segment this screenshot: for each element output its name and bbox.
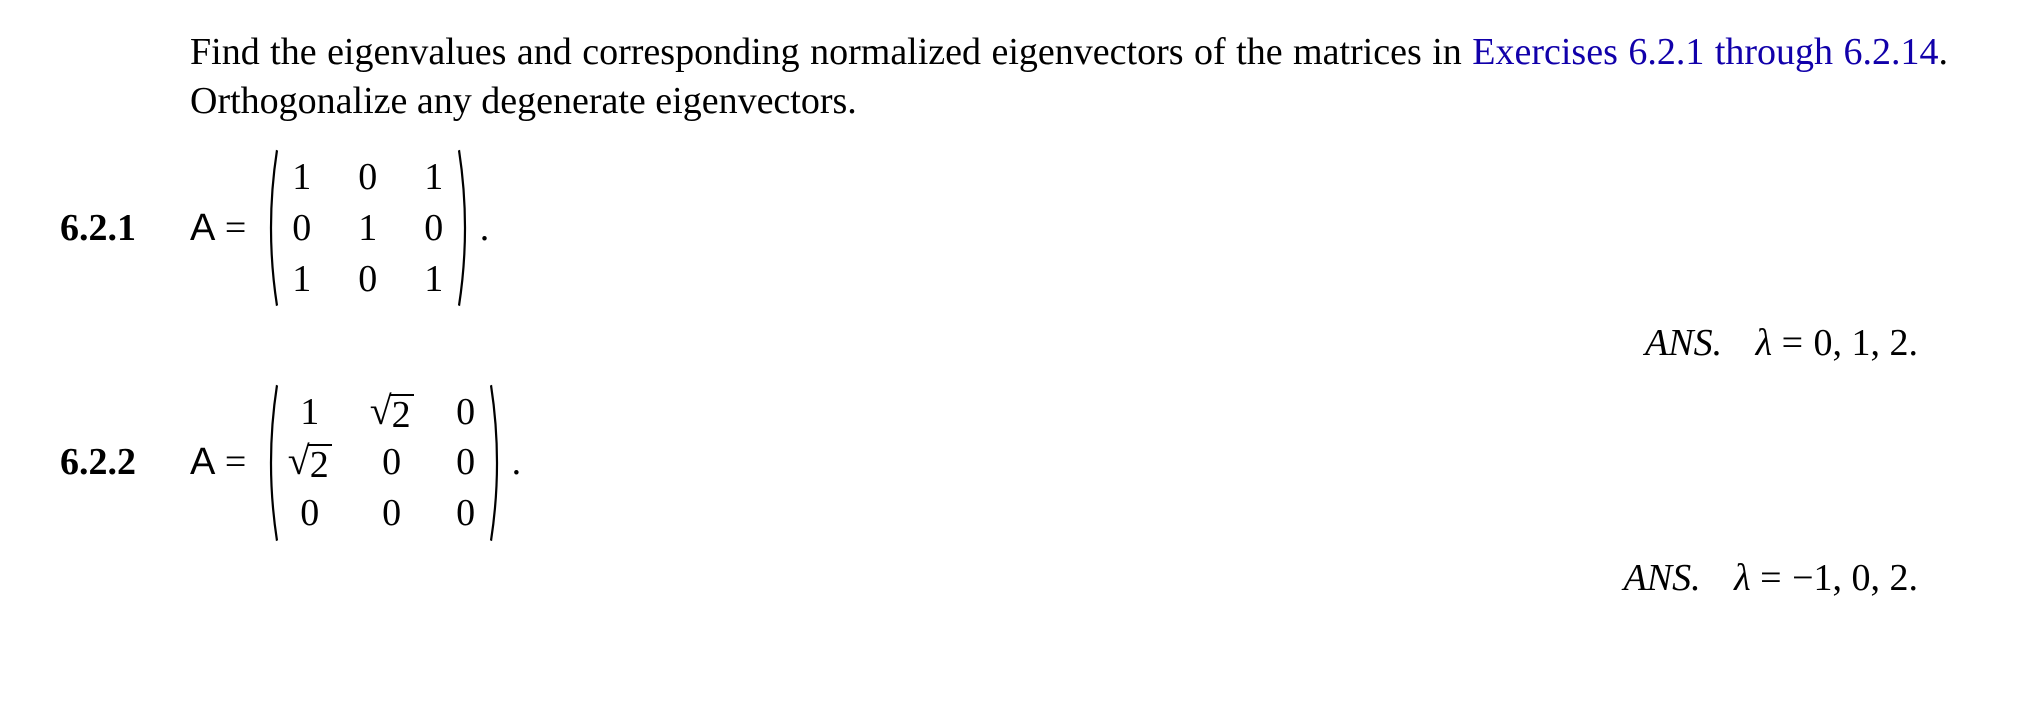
exercise-6-2-1: 6.2.1 A = 101010101 . [60, 147, 1968, 309]
left-paren-icon [262, 147, 280, 309]
matrix-cell: 0 [420, 204, 448, 253]
exercise-range-link[interactable]: Exercises 6.2.1 through 6.2.14 [1472, 31, 1938, 73]
matrix-cell: 0 [296, 489, 324, 538]
answer-label: ANS. [1645, 322, 1722, 364]
matrix-cell: √2 [288, 438, 332, 487]
matrix-A-1: 101010101 [262, 147, 474, 309]
right-paren-icon [456, 147, 474, 309]
matrix-cell: 0 [354, 255, 382, 304]
matrix-grid: 1√20√200000 [280, 382, 488, 544]
trailing-period: . [512, 438, 522, 487]
matrix-A-2: 1√20√200000 [262, 382, 506, 544]
matrix-cell: 1 [296, 388, 324, 437]
trailing-period: . [480, 204, 490, 253]
matrix-cell: 1 [420, 153, 448, 202]
matrix-lhs: A [190, 204, 215, 253]
exercise-number: 6.2.2 [60, 438, 190, 487]
matrix-cell: 0 [452, 489, 480, 538]
exercise-body: A = 1√20√200000 . [190, 382, 521, 544]
matrix-grid: 101010101 [280, 147, 456, 309]
answer-text: λ = −1, 0, 2. [1734, 557, 1918, 599]
matrix-cell: 0 [378, 489, 406, 538]
exercise-6-2-2: 6.2.2 A = 1√20√200000 . [60, 382, 1968, 544]
matrix-cell: 1 [420, 255, 448, 304]
answer-text: λ = 0, 1, 2. [1756, 322, 1918, 364]
matrix-cell: 0 [288, 204, 316, 253]
left-paren-icon [262, 382, 280, 544]
matrix-cell: 0 [354, 153, 382, 202]
matrix-cell: 1 [288, 153, 316, 202]
matrix-cell: 0 [378, 438, 406, 487]
exercise-body: A = 101010101 . [190, 147, 489, 309]
answer-6-2-1: ANS. λ = 0, 1, 2. [60, 319, 1918, 368]
instruction-paragraph: Find the eigenvalues and corresponding n… [190, 28, 1948, 125]
matrix-cell: 0 [452, 438, 480, 487]
answer-6-2-2: ANS. λ = −1, 0, 2. [60, 554, 1918, 603]
matrix-cell: 1 [288, 255, 316, 304]
matrix-cell: 0 [452, 388, 480, 437]
answer-label: ANS. [1624, 557, 1701, 599]
matrix-cell: √2 [370, 388, 414, 437]
sqrt-icon: √2 [288, 441, 332, 484]
equals-sign: = [215, 204, 255, 253]
matrix-lhs: A [190, 438, 215, 487]
exercise-number: 6.2.1 [60, 204, 190, 253]
right-paren-icon [488, 382, 506, 544]
intro-prefix: Find the eigenvalues and corresponding n… [190, 31, 1472, 73]
sqrt-icon: √2 [370, 391, 414, 434]
equals-sign: = [215, 438, 255, 487]
matrix-cell: 1 [354, 204, 382, 253]
